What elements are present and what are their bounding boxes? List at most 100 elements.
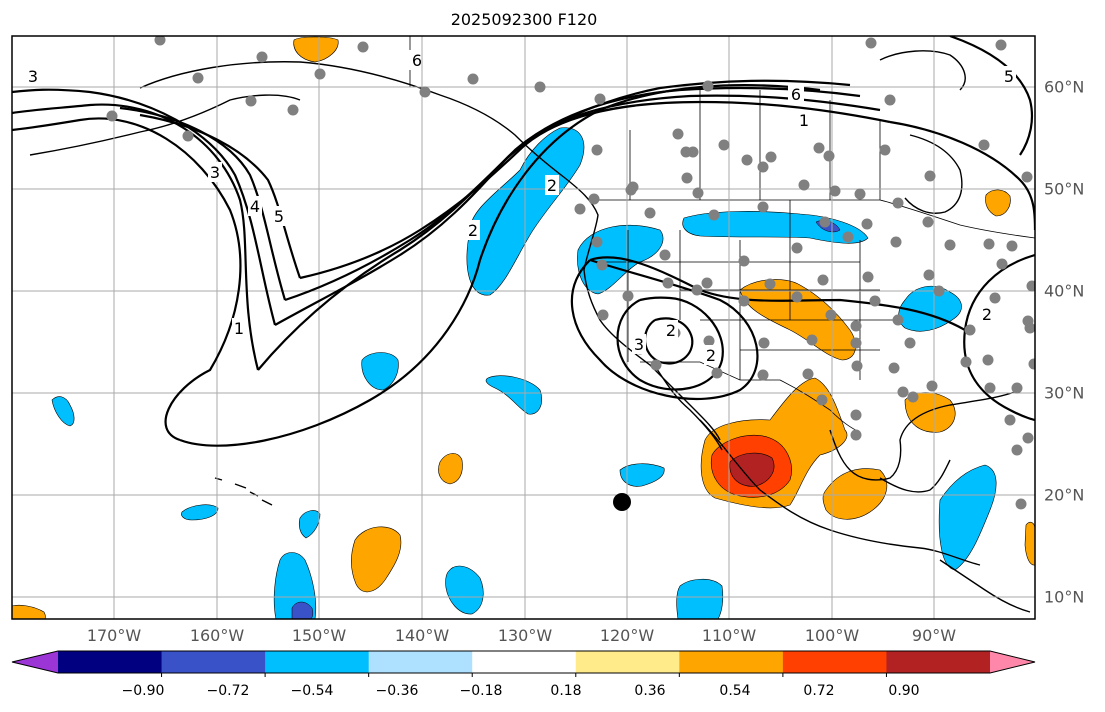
colorbar-tick: 0.72: [803, 683, 835, 699]
coastlines: [29, 50, 1031, 613]
anomaly-blue-pacific-3: [51, 396, 75, 427]
border-us-mexico: [640, 361, 861, 433]
colorbar-bin: [782, 651, 887, 673]
svg-text:2: 2: [982, 305, 992, 324]
colorbar-bin: [368, 651, 473, 673]
colorbar-tick: 0.90: [888, 683, 920, 699]
anomaly-blue-pacific-6: [676, 578, 724, 619]
lat-label-40n: 40°N: [1044, 281, 1085, 301]
svg-text:2: 2: [666, 321, 676, 340]
lat-label-30n: 30°N: [1044, 383, 1085, 403]
contour-east-trough: [963, 253, 1035, 422]
lat-label-20n: 20°N: [1044, 485, 1085, 505]
lon-label-170w: 170°W: [86, 626, 142, 645]
svg-text:3: 3: [210, 163, 220, 182]
svg-text:6: 6: [412, 51, 422, 70]
graticule: [12, 36, 1035, 619]
colorbar: [11, 650, 1036, 677]
anomaly-orange-pacific-3: [293, 36, 339, 63]
anomaly-orange-pacific-2: [438, 453, 463, 485]
lon-label-140w: 140°W: [394, 626, 450, 645]
anomaly-blue-pacific-2: [485, 375, 542, 415]
coast-central-america: [939, 559, 1031, 613]
colorbar-tick: −0.18: [459, 683, 503, 699]
border-canada-provinces: [629, 90, 881, 200]
colorbar-bin: [472, 651, 577, 673]
contour-5: [139, 113, 302, 279]
colorbar-tick: 0.54: [719, 683, 751, 699]
svg-text:4: 4: [250, 197, 260, 216]
anomaly-orange-pacific-1: [351, 526, 402, 593]
contour-cutoff-mid: [616, 296, 724, 391]
lat-label-60n: 60°N: [1044, 77, 1085, 97]
anomaly-orange-east-edge: [1024, 521, 1035, 566]
coast-hawaii: [214, 477, 273, 506]
contour-cutoff-outer: [570, 258, 759, 401]
anomaly-blue-pacific-9: [298, 510, 321, 539]
anomaly-blue-pacific-8: [181, 504, 219, 521]
contour-2: [12, 103, 260, 371]
contour-lines: [12, 36, 1035, 447]
colorbar-bin: [575, 651, 680, 673]
coast-gulf-mexico: [829, 389, 1021, 481]
coast-yucatan: [879, 459, 951, 493]
plot-title: 2025092300 F120: [450, 10, 598, 29]
anomaly-blue-pacific-1: [361, 352, 399, 391]
lat-label-10n: 10°N: [1044, 587, 1085, 607]
svg-text:2: 2: [468, 221, 478, 240]
colorbar-extend-max: [990, 651, 1035, 673]
contour-north-east: [949, 36, 1034, 156]
coast-north-america-west: [139, 61, 721, 441]
anomaly-blue-central-america: [938, 464, 997, 571]
colorbar-tick: −0.54: [290, 683, 334, 699]
lat-label-50n: 50°N: [1044, 179, 1085, 199]
colorbar-bin: [679, 651, 784, 673]
svg-text:3: 3: [634, 335, 644, 354]
anomaly-orange-yucatan: [822, 468, 888, 520]
coast-baja: [651, 361, 723, 451]
colorbar-tick: 0.18: [550, 683, 582, 699]
colorbar-tick: −0.90: [121, 683, 165, 699]
anomaly-orange-hudson: [985, 189, 1011, 217]
contour-1: [12, 117, 242, 442]
contour-east-ridge: [589, 256, 966, 331]
svg-text:2: 2: [706, 346, 716, 365]
anomaly-blue-pacific-4: [273, 552, 317, 619]
coast-mexico-west: [699, 419, 981, 566]
lon-label-100w: 100°W: [804, 626, 860, 645]
svg-text:3: 3: [28, 67, 38, 86]
anomaly-darkred-mexico: [729, 452, 775, 487]
colorbar-bin: [886, 651, 991, 673]
lon-label-90w: 90°W: [911, 626, 957, 645]
colorbar-outline: [11, 650, 1036, 674]
lon-label-110w: 110°W: [701, 626, 757, 645]
colorbar-extend-min: [12, 651, 58, 673]
svg-text:1: 1: [799, 111, 809, 130]
coast-hudson-bay: [904, 134, 963, 214]
lon-label-130w: 130°W: [497, 626, 553, 645]
contour-6: [889, 120, 1035, 231]
colorbar-tick: 0.36: [634, 683, 666, 699]
map-frame: [11, 35, 1036, 620]
colorbar-tick: −0.72: [206, 683, 250, 699]
contour-labels: 6 6 1 2 3 1 4 5 3 2 2 3 2 5 2: [26, 50, 1016, 365]
coast-arctic-islands: [879, 50, 966, 91]
colorbar-bin: [161, 651, 266, 673]
contour-4b: [284, 94, 881, 302]
svg-text:6: 6: [791, 85, 801, 104]
svg-text:5: 5: [274, 207, 284, 226]
contour-4: [119, 106, 287, 301]
lon-label-160w: 160°W: [189, 626, 245, 645]
contour-5b: [299, 100, 891, 280]
lon-label-150w: 150°W: [291, 626, 347, 645]
svg-text:2: 2: [547, 176, 557, 195]
location-marker: [613, 493, 631, 511]
svg-text:1: 1: [234, 319, 244, 338]
station-markers: [106, 36, 1035, 510]
svg-text:5: 5: [1004, 67, 1014, 86]
colorbar-tick: −0.36: [375, 683, 419, 699]
contour-3: [12, 88, 277, 326]
colorbar-bin: [265, 651, 370, 673]
anomaly-blue-pacific-5: [445, 565, 484, 615]
